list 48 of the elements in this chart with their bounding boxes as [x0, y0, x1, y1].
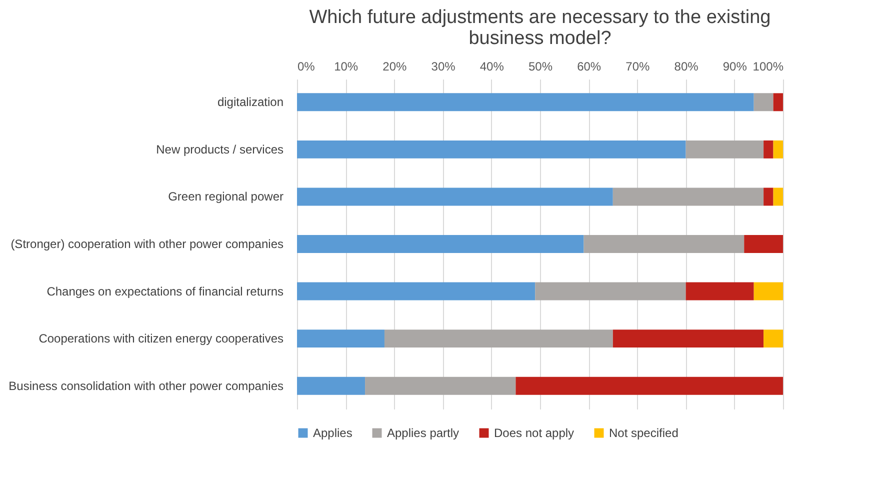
- bar: [764, 330, 783, 348]
- x-tick-label: 100%: [752, 60, 784, 74]
- bar: [297, 330, 384, 348]
- y-tick-label: Cooperations with citizen energy cooperatives: [38, 332, 284, 346]
- legend-label: Does not apply: [494, 426, 574, 440]
- bar: [516, 376, 783, 395]
- bar: [764, 140, 774, 158]
- x-tick-label: 0%: [298, 60, 316, 74]
- bar: [686, 282, 754, 300]
- x-tick-label: 50%: [528, 60, 553, 74]
- bar: [612, 188, 764, 206]
- x-tick-label: 10%: [334, 60, 358, 74]
- bar: [365, 376, 516, 395]
- x-tick-label: 60%: [577, 60, 602, 74]
- bar: [754, 282, 783, 300]
- bar: [297, 188, 613, 206]
- bar: [754, 93, 774, 112]
- bar: [773, 93, 783, 112]
- bar: [744, 235, 783, 253]
- y-tick-label: New products / services: [156, 142, 284, 156]
- bar: [297, 140, 686, 158]
- y-tick-label: Business consolidation with other power companies: [8, 378, 284, 393]
- legend-label: Applies partly: [387, 426, 460, 440]
- x-tick-label: 80%: [674, 60, 699, 74]
- bar: [297, 376, 366, 395]
- bar: [297, 282, 536, 300]
- x-tick-label: 40%: [480, 60, 504, 74]
- legend-label: Applies: [313, 426, 352, 440]
- bar: [773, 188, 783, 206]
- chart-title: Which future adjustments are necessary to the existing business model?: [309, 7, 771, 49]
- y-tick-label: digitalization: [217, 95, 284, 110]
- bar: [535, 282, 686, 300]
- y-tick-label: Green regional power: [168, 190, 284, 204]
- bar: [297, 93, 754, 112]
- x-tick-label: 90%: [722, 60, 748, 74]
- y-tick-label: (Stronger) cooperation with other power companies: [10, 237, 284, 251]
- bar: [686, 140, 764, 158]
- x-tick-label: 20%: [382, 60, 408, 74]
- bar: [297, 235, 584, 253]
- y-tick-label: Changes on expectations of financial returns: [46, 284, 284, 298]
- x-tick-label: 70%: [626, 60, 650, 74]
- legend-label: Not specified: [609, 426, 678, 440]
- bar: [764, 188, 774, 206]
- bar: [612, 330, 764, 348]
- bar: [773, 140, 783, 158]
- x-tick-label: 30%: [431, 60, 456, 74]
- bar: [384, 330, 613, 348]
- bar: [584, 235, 744, 253]
